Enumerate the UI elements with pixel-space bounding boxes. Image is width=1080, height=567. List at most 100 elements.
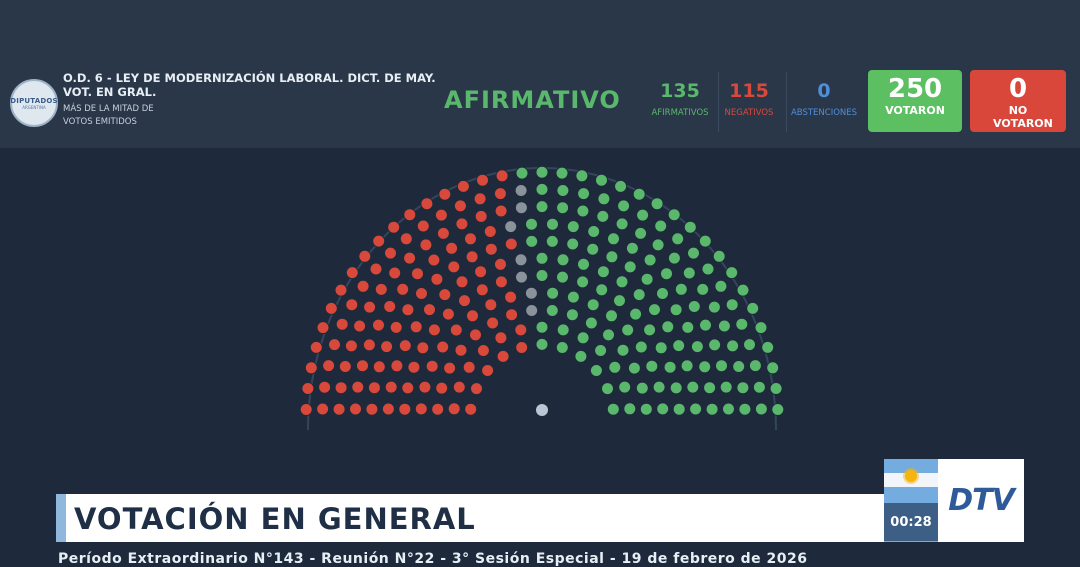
seat-negativo [328,338,341,352]
seat-afirmativo [725,266,739,280]
seat-negativo [493,187,507,201]
seat-negativo [447,402,461,416]
seat-afirmativo [556,270,569,284]
seat-afirmativo [595,283,609,297]
votaron-label: VOTARON [885,104,945,117]
abstenciones-value: 0 [817,80,831,102]
seat-negativo [505,308,519,322]
seat-afirmativo [743,338,756,352]
seat-afirmativo [575,169,589,183]
seat-negativo [434,208,448,222]
seat-negativo [466,309,479,323]
seat-ausente [514,201,528,215]
seat-negativo [380,340,394,354]
seat-negativo [420,197,434,211]
seat-negativo [356,279,370,293]
seat-negativo [441,307,455,321]
seat-negativo [449,323,463,337]
seat-afirmativo [594,344,608,357]
afirmativos-count: 135 AFIRMATIVOS [640,80,720,118]
seat-afirmativo [696,282,710,296]
seat-negativo [462,360,476,374]
seat-afirmativo [735,317,749,331]
seat-negativo [481,364,495,377]
seat-ausente [514,184,528,197]
seat-negativo [349,402,362,416]
seat-afirmativo [701,262,715,276]
seat-negativo [372,318,385,332]
seat-afirmativo [661,320,675,334]
seat-afirmativo [698,360,712,374]
lower-third-bar: VOTACIÓN EN GENERAL [56,494,888,542]
seat-afirmativo [566,290,580,304]
seat-afirmativo [525,234,539,248]
seat-afirmativo [614,179,628,193]
seat-afirmativo [621,323,635,337]
no-votaron-box: 0 NO VOTARON [970,70,1066,132]
seat-afirmativo [515,166,529,180]
seat-negativo [504,290,518,304]
seat-negativo [427,323,441,337]
seat-afirmativo [576,275,590,289]
seat-negativo [435,381,449,395]
seat-afirmativo [698,234,712,248]
seat-afirmativo [556,201,570,215]
channel-logo-text: DTV [948,483,1015,518]
seat-afirmativo [618,380,632,394]
seat-negativo [403,251,417,265]
seat-negativo [425,359,439,373]
seat-afirmativo [761,340,775,354]
seat-negativo [515,341,529,354]
seat-negativo [372,360,386,374]
seat-afirmativo [669,303,683,317]
seat-afirmativo [623,402,637,416]
seat-afirmativo [636,208,650,222]
seat-afirmativo [732,360,746,373]
seat-afirmativo [722,402,735,416]
seat-negativo [484,242,498,256]
seat-negativo [414,402,428,416]
seat-negativo [398,339,412,353]
seat-afirmativo [705,402,719,416]
seat-negativo [475,283,489,297]
seat-negativo [430,272,444,286]
seat-afirmativo [587,225,601,238]
lower-third-title: VOTACIÓN EN GENERAL [74,502,476,536]
seat-afirmativo [606,402,620,416]
seat-negativo [496,349,510,363]
seat-afirmativo [635,381,649,395]
seat-negativo [384,246,397,260]
seat-afirmativo [754,402,768,416]
seat-afirmativo [654,219,668,233]
seat-afirmativo [654,341,668,355]
seat-negativo [401,303,415,317]
seat-afirmativo [545,234,559,248]
seat-afirmativo [719,380,733,394]
seat-negativo [419,238,433,252]
divider [718,72,719,132]
seat-afirmativo [656,402,670,416]
seat-ausente [515,270,528,284]
seat-negativo [436,226,450,240]
seat-negativo [363,300,377,314]
seat-afirmativo [546,217,559,231]
seat-negativo [464,402,478,416]
seat-negativo [494,275,508,289]
seat-afirmativo [577,187,591,201]
seat-negativo [409,320,423,334]
seat-afirmativo [576,331,590,345]
seat-afirmativo [617,199,631,213]
seat-negativo [486,316,500,330]
seat-negativo [324,301,338,315]
seat-negativo [447,260,461,274]
logo-text: DIPUTADOS [10,96,58,105]
vote-header: DIPUTADOS ARGENTINA O.D. 6 - LEY DE MODE… [0,0,1080,148]
seat-negativo [455,217,469,231]
seat-negativo [484,298,498,312]
seat-afirmativo [656,287,669,300]
seat-afirmativo [736,381,750,395]
seat-negativo [476,344,490,357]
seat-afirmativo [766,361,780,375]
seat-afirmativo [535,182,549,196]
seat-negativo [403,208,417,222]
